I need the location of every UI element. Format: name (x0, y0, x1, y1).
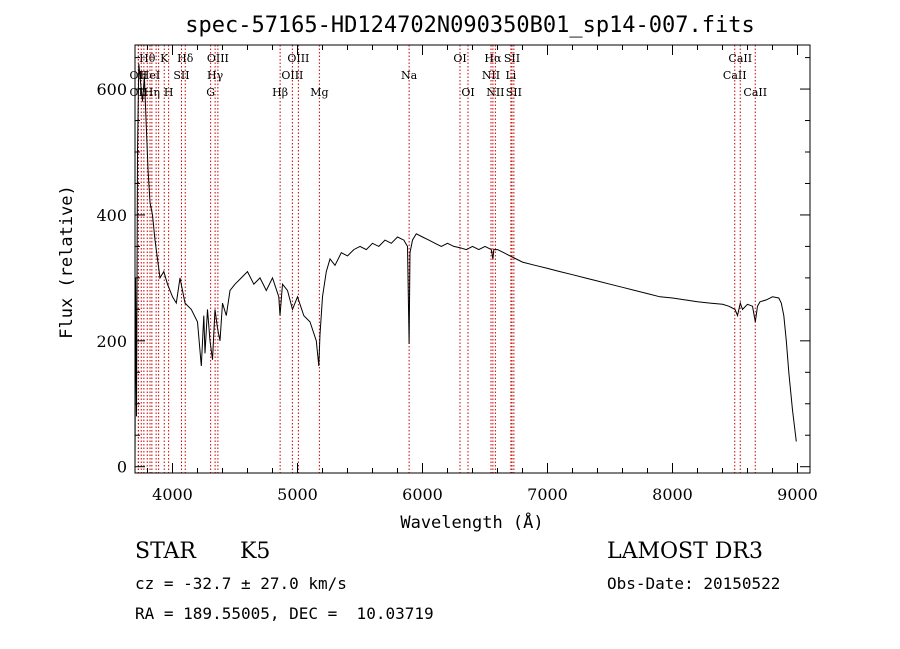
y-tick-label: 600 (96, 80, 127, 99)
spectral-line-label: Hη (144, 86, 160, 99)
x-tick-label: 7000 (527, 485, 568, 504)
x-tick-label: 6000 (402, 485, 443, 504)
spectral-line-label: OIII (287, 52, 309, 65)
spectral-line-label: H (164, 86, 174, 99)
object-class: STAR (135, 539, 196, 564)
spectral-line-label: NII (486, 86, 504, 99)
x-tick-label: 8000 (652, 485, 693, 504)
spectral-line-label: Hθ (139, 52, 156, 65)
observation-date: Obs-Date: 20150522 (607, 574, 781, 593)
spectral-line-label: CaII (743, 86, 767, 99)
spectral-line-label: SII (506, 86, 522, 99)
spectral-line-label: Hα (484, 52, 502, 65)
spectral-line-label: Mg (310, 86, 328, 99)
spectral-line-label: HeI (140, 69, 160, 82)
y-axis-label: Flux (relative) (57, 185, 77, 339)
spectrum-series-line (134, 63, 797, 464)
spectral-line-labels: OIIOIIHθHeIHηKHSIIHδGHγOIIIHβOIIIOIIIMgN… (130, 52, 768, 99)
spectral-line-label: OIII (281, 69, 303, 82)
x-tick-label: 5000 (277, 485, 318, 504)
plot-frame (134, 44, 811, 474)
survey-name: LAMOST DR3 (607, 539, 763, 564)
coordinates: RA = 189.55005, DEC = 10.03719 (135, 604, 434, 623)
spectral-line-label: CaII (728, 52, 752, 65)
object-subclass: K5 (240, 539, 271, 564)
spectral-line-label: SII (173, 69, 189, 82)
spectral-line-label: OIII (207, 52, 229, 65)
spectral-line-label: K (160, 52, 169, 65)
x-axis-label: Wavelength (Å) (400, 511, 543, 533)
spectral-line-label: Hγ (207, 69, 224, 82)
spectral-line-label: CaII (723, 69, 747, 82)
spectral-line-label: Hβ (272, 86, 288, 99)
x-tick-label: 4000 (152, 485, 193, 504)
spectral-line-label: NII (482, 69, 500, 82)
spectral-line-label: Li (505, 69, 516, 82)
spectral-line-label: OI (461, 86, 474, 99)
y-tick-label: 400 (96, 206, 127, 225)
spectral-line-label: OI (453, 52, 466, 65)
axis-ticks: 4000 5000 6000 7000 8000 9000 0 200 400 600 (96, 45, 818, 504)
redshift-cz: cz = -32.7 ± 27.0 km/s (135, 574, 347, 593)
spectral-line-label: SII (504, 52, 520, 65)
spectral-line-label: Hδ (177, 52, 194, 65)
y-tick-label: 0 (117, 458, 127, 477)
spectral-line-label: Na (401, 69, 418, 82)
chart-title: spec-57165-HD124702N090350B01_sp14-007.f… (185, 13, 755, 38)
y-tick-label: 200 (96, 332, 127, 351)
x-tick-label: 9000 (777, 485, 818, 504)
spectral-line-label: G (206, 86, 215, 99)
spectral-lines (137, 45, 756, 473)
